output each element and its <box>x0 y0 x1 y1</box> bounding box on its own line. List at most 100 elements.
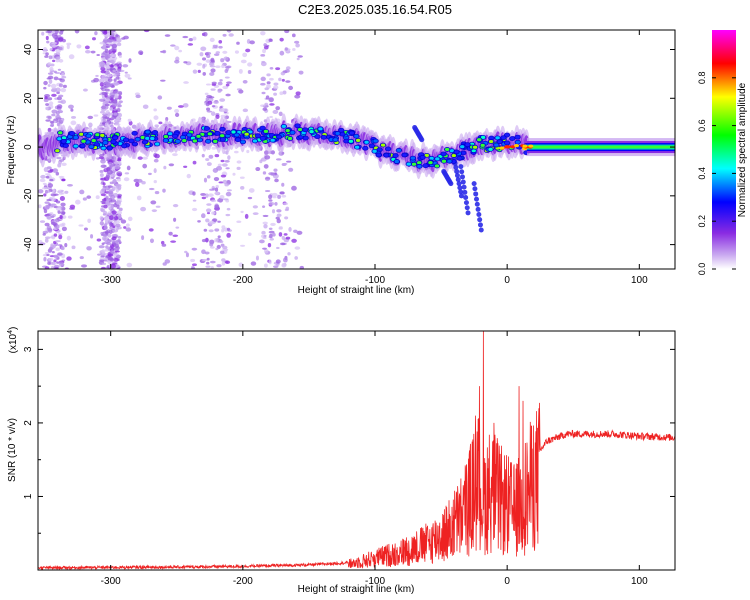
spectrogram-blob <box>476 212 482 218</box>
spectrogram-speckle <box>44 204 51 210</box>
spectrogram-frame <box>37 29 676 270</box>
spectrogram-speckle <box>86 195 92 199</box>
spectrogram-speckle <box>55 247 60 252</box>
spectrogram-speckle <box>281 194 287 198</box>
spectrogram-speckle <box>92 37 96 41</box>
spectrogram-speckle <box>228 33 234 37</box>
spectrogram-speckle <box>275 158 282 161</box>
spectrogram-speckle <box>233 150 239 154</box>
spectrogram-speckle <box>113 78 117 82</box>
spectrogram-speckle <box>214 228 220 232</box>
spectrogram-speckle <box>275 106 281 111</box>
spectrogram-speckle <box>206 203 212 206</box>
spectrogram-blob-core <box>58 131 63 135</box>
spectrogram-speckle <box>184 250 188 254</box>
spectrogram-speckle <box>113 257 119 262</box>
spectrogram-blob-core <box>252 139 258 143</box>
spectrogram-speckle <box>197 69 201 74</box>
spectrogram-blob-core <box>373 139 378 143</box>
spectrogram-blob-core <box>515 135 520 139</box>
x-tick-label: 100 <box>631 576 648 587</box>
spectrogram-speckle <box>206 175 211 179</box>
tone-hot-spot <box>514 144 520 148</box>
spectrogram-speckle <box>50 197 56 202</box>
spectrogram-speckle <box>266 81 271 85</box>
spectrogram-speckle <box>58 46 63 51</box>
spectrogram-blob-core <box>417 164 422 168</box>
spectrogram-speckle <box>273 82 279 86</box>
spectrogram-speckle <box>100 164 107 169</box>
spectrogram-speckle <box>120 219 127 224</box>
spectrogram-speckle <box>203 228 208 232</box>
spectrogram-speckle <box>164 259 171 264</box>
spectrogram-speckle <box>288 226 292 232</box>
spectrogram-speckle <box>219 240 224 244</box>
spectrogram-blob-core <box>205 139 211 143</box>
spectrogram-speckle <box>118 160 122 165</box>
spectrogram-speckle <box>148 228 154 232</box>
spectrogram-speckle <box>106 242 112 246</box>
spectrogram-speckle <box>54 30 59 35</box>
spectrogram-speckle <box>260 31 266 36</box>
y-tick-label: 1 <box>23 493 34 499</box>
spectrogram-speckle <box>106 203 111 206</box>
spectrogram-speckle <box>43 167 49 173</box>
spectrogram-speckle <box>284 47 288 51</box>
spectrogram-blob-core <box>290 130 295 135</box>
spectrogram-blob-core <box>207 132 213 136</box>
spectrogram-speckle <box>66 44 70 50</box>
spectrogram-blob-core <box>303 136 308 140</box>
spectrogram-speckle <box>242 108 249 113</box>
spectrogram-blob-core <box>89 145 94 149</box>
snr-x-label: Height of straight line (km) <box>298 584 415 595</box>
spectrogram-blob-core <box>372 149 377 153</box>
spectrogram-speckle <box>226 189 232 192</box>
spectrogram-speckle <box>55 217 60 223</box>
spectrogram-speckle <box>227 155 231 161</box>
spectrogram-blob-core <box>480 135 486 139</box>
spectrogram-speckle <box>50 221 57 226</box>
spectrogram-blob-core <box>263 139 268 144</box>
spectrogram-blob-core <box>248 130 253 134</box>
spectrogram-blob-core <box>117 142 123 146</box>
spectrogram-speckle <box>58 59 64 63</box>
spectrogram-speckle <box>44 266 50 269</box>
spectrogram-speckle <box>279 91 284 96</box>
spectrogram-speckle <box>161 243 167 247</box>
spectrogram-speckle <box>278 77 282 82</box>
spectrogram-speckle <box>108 64 114 68</box>
spectrogram-speckle <box>276 209 282 213</box>
spectrogram-speckle <box>94 31 98 36</box>
spectrogram-speckle <box>100 108 107 112</box>
spectrogram-blob <box>419 137 425 143</box>
spectrogram-blob-core <box>73 144 78 148</box>
spectrogram-speckle <box>58 78 63 81</box>
spectrogram-blob-core <box>142 140 148 144</box>
spectrogram-speckle <box>52 244 56 248</box>
spectrogram-speckle <box>48 246 54 251</box>
spectrogram-speckle <box>69 204 76 209</box>
spectrogram-speckle <box>247 196 253 200</box>
spectrogram-speckle <box>291 33 296 38</box>
spectrogram-blob-core <box>215 131 220 135</box>
spectrogram-speckle <box>103 77 110 82</box>
spectrogram-speckle <box>191 207 198 212</box>
spectrogram-speckle <box>225 83 230 87</box>
spectrogram-speckle <box>294 94 301 99</box>
spectrogram-speckle <box>163 165 167 170</box>
spectrogram-speckle <box>269 77 274 81</box>
spectrogram-speckle <box>204 92 209 96</box>
spectrogram-speckle <box>210 68 216 73</box>
spectrogram-blob-core <box>441 152 446 156</box>
spectrogram-speckle <box>136 195 142 201</box>
x-tick-label: -100 <box>365 275 385 286</box>
spectrogram-speckle <box>93 77 100 83</box>
x-tick-label: 100 <box>631 275 648 286</box>
y-tick-label: -40 <box>23 237 34 252</box>
spectrogram-speckle <box>44 173 51 176</box>
spectrogram-speckle <box>99 221 104 226</box>
spectrogram-speckle <box>222 85 229 90</box>
spectrogram-blob-core <box>333 138 338 142</box>
spectrogram-speckle <box>215 51 220 54</box>
spectrogram-speckle <box>43 193 47 197</box>
